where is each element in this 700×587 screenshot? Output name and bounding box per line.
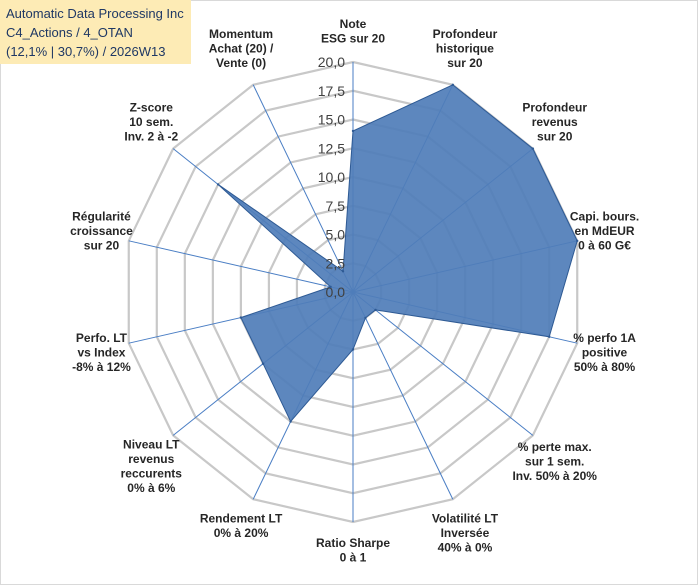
radial-tick-labels: 0,0 2,5 5,0 7,5 10,0 12,5 15,0 17,5 20,0 [318, 54, 345, 300]
series-point [261, 362, 265, 365]
tick-label: 0,0 [326, 284, 346, 300]
category-label: Capi. bours. en MdEUR 0 à 60 G€ [570, 210, 639, 253]
tick-label: 10,0 [318, 169, 345, 185]
tick-label: 15,0 [318, 112, 345, 128]
category-label: Profondeur historique sur 20 [433, 27, 498, 70]
series-point [351, 129, 355, 133]
category-label: Niveau LT revenus reccurents 0% à 6% [121, 438, 183, 496]
category-label: Perfo. LT vs Index -8% à 12% [72, 331, 131, 374]
radar-spoke [352, 291, 454, 500]
tick-label: 5,0 [326, 227, 346, 243]
series-point [364, 316, 367, 320]
category-label: Profondeur revenus sur 20 [522, 101, 587, 144]
series-point [329, 285, 332, 289]
category-label: Volatilité LT Inversée 40% à 0% [432, 511, 499, 554]
header-category: C4_Actions / 4_OTAN [6, 25, 133, 40]
series-point [289, 420, 292, 423]
tick-label: 7,5 [326, 198, 346, 214]
series-point [374, 308, 377, 312]
chart-header-box: Automatic Data Processing Inc C4_Actions… [0, 0, 191, 64]
tick-label: 2,5 [326, 255, 346, 271]
category-label: Momentum Achat (20) / Vente (0) [209, 27, 274, 70]
radar-spoke [252, 84, 354, 293]
series-point [548, 335, 551, 338]
tick-label: 17,5 [318, 83, 345, 99]
category-label: Note ESG sur 20 [321, 17, 385, 46]
series-area [217, 84, 578, 423]
series-point [531, 147, 535, 150]
series-point [341, 270, 345, 273]
category-label: Rendement LT 0% à 20% [200, 511, 283, 540]
header-company-name: Automatic Data Processing Inc [6, 6, 184, 21]
category-label: Ratio Sharpe 0 à 1 [316, 536, 390, 565]
category-label: % perfo 1A positive 50% à 80% [573, 331, 636, 374]
tick-label: 12,5 [318, 140, 345, 156]
category-labels: Note ESG sur 20 Profondeur historique sur 20… [70, 17, 639, 565]
tick-label: 20,0 [318, 54, 345, 70]
radar-spoke [352, 291, 534, 436]
category-label: Régularité croissance sur 20 [70, 210, 133, 253]
series-point [216, 183, 220, 186]
header-period: (12,1% | 30,7%) / 2026W13 [6, 44, 166, 59]
series-point [239, 316, 243, 319]
category-label: % perte max. sur 1 sem. Inv. 50% à 20% [512, 440, 597, 483]
series-point [451, 83, 454, 86]
series-point [576, 239, 579, 243]
radar-spoke [128, 240, 354, 293]
series-point [351, 348, 355, 351]
category-label: Z-score 10 sem. Inv. 2 à -2 [124, 101, 178, 144]
